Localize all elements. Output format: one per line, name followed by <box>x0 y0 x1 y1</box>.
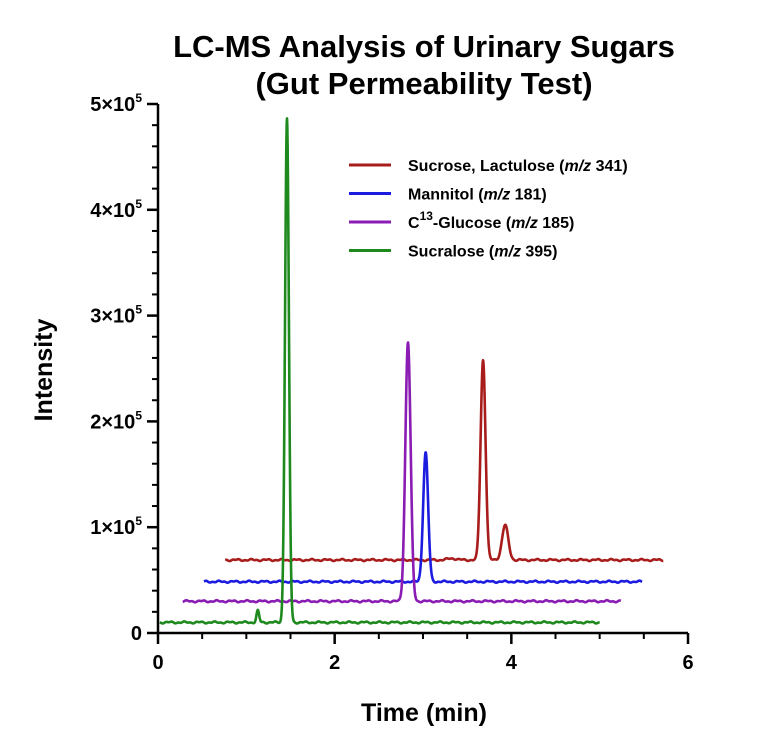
x-tick-label: 2 <box>329 652 340 674</box>
series-line <box>202 451 644 585</box>
x-tick-label: 6 <box>682 652 693 674</box>
y-tick-label: 5×105 <box>90 91 142 116</box>
series-line <box>224 358 665 563</box>
legend: Sucrose, Lactulose (m/z 341) Mannitol (m/… <box>349 158 628 261</box>
legend-label: C13-Glucose (m/z 185) <box>408 209 574 232</box>
series-lines <box>158 117 665 625</box>
tick-labels: 0 2 4 6 0 1×105 2×105 3×105 4×105 5×105 <box>90 91 693 674</box>
chart-subtitle: (Gut Permeability Test) <box>255 66 592 101</box>
y-axis-label: Intensity <box>30 319 58 422</box>
series-line <box>181 341 622 604</box>
y-tick-label: 1×105 <box>90 514 142 539</box>
y-tick-label: 4×105 <box>90 197 142 222</box>
x-axis-label: Time (min) <box>361 699 487 727</box>
chart-title: LC-MS Analysis of Urinary Sugars <box>173 29 675 64</box>
ticks <box>147 102 690 644</box>
legend-label: Mannitol (m/z 181) <box>408 187 547 204</box>
y-tick-label: 2×105 <box>90 408 142 433</box>
x-tick-label: 4 <box>506 652 518 674</box>
series-line <box>158 117 601 625</box>
legend-label: Sucralose (m/z 395) <box>408 244 557 261</box>
x-tick-label: 0 <box>152 652 163 674</box>
legend-label: Sucrose, Lactulose (m/z 341) <box>408 158 628 175</box>
y-tick-label: 0 <box>131 623 142 645</box>
y-tick-label: 3×105 <box>90 303 142 328</box>
